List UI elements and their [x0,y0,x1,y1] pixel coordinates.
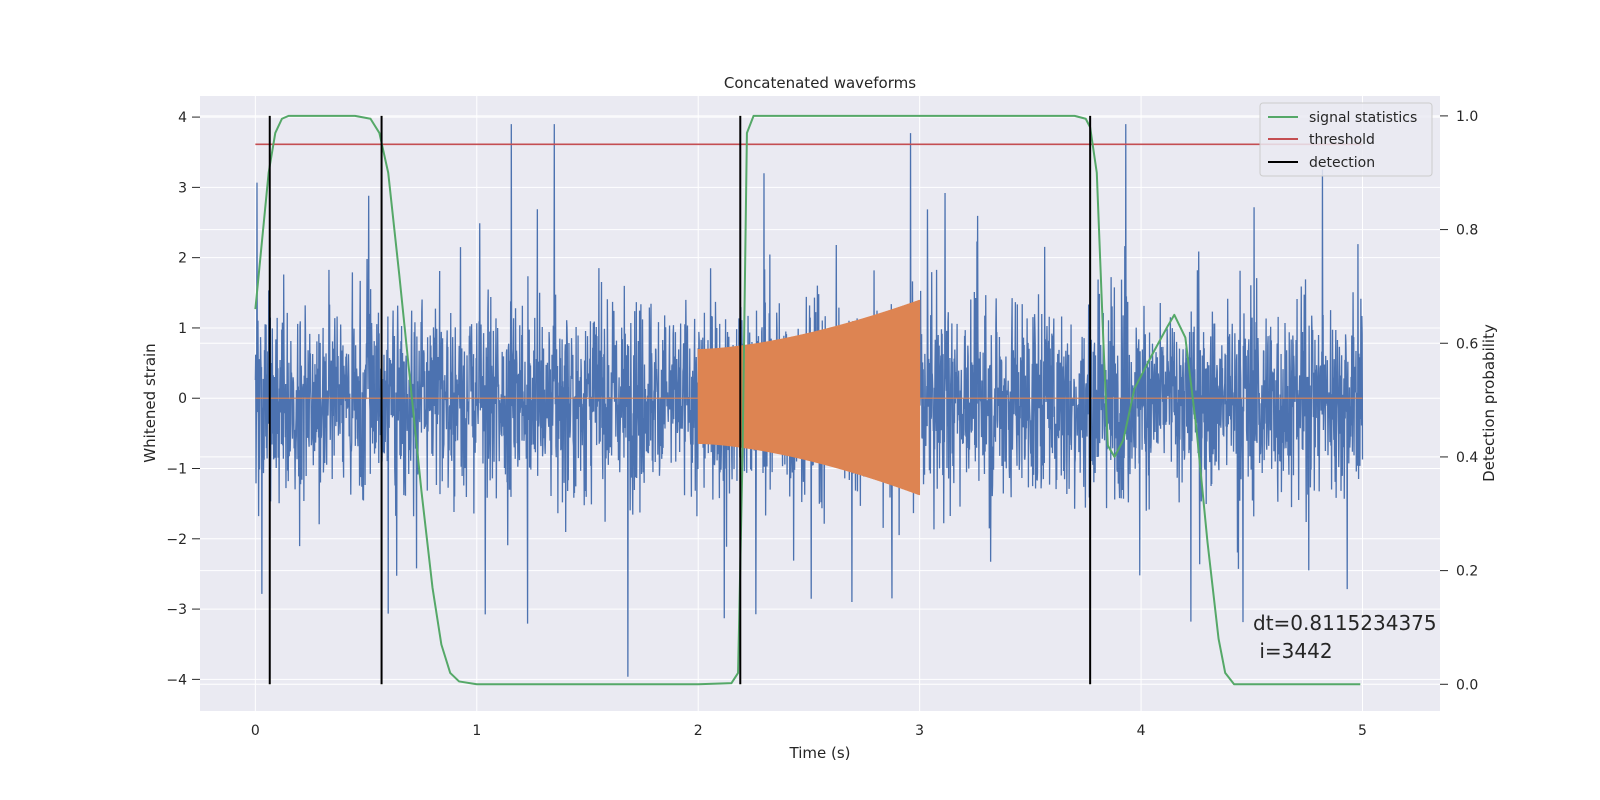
y-tick-label: 2 [178,251,187,267]
y-axis-left-ticks: −4 −3 −2 −1 0 1 2 3 4 [166,110,200,688]
y-axis-left-title: Whitened strain [141,343,159,462]
x-tick-label: 5 [1358,723,1367,739]
y-axis-right-title: Detection probability [1480,324,1498,482]
y-right-tick-label: 0.0 [1456,677,1478,693]
y-tick-label: −2 [166,532,187,548]
x-tick-label: 2 [694,723,703,739]
y-tick-label: −3 [166,602,187,618]
y-tick-label: 4 [178,110,187,126]
x-tick-label: 0 [251,723,260,739]
series-layer [254,114,1364,686]
legend-label-signal-statistics: signal statistics [1309,110,1417,126]
y-right-tick-label: 0.4 [1456,450,1478,466]
y-tick-label: −4 [166,672,187,688]
y-right-tick-label: 1.0 [1456,109,1478,125]
y-right-tick-label: 0.8 [1456,223,1478,239]
y-tick-label: 1 [178,321,187,337]
y-tick-label: 3 [178,180,187,196]
legend: signal statistics threshold detection [1259,102,1433,177]
y-right-tick-label: 0.2 [1456,564,1478,580]
x-tick-label: 3 [915,723,924,739]
legend-box [1259,102,1433,177]
signal-statistics-line [254,114,1361,686]
x-axis-ticks: 0 1 2 3 4 5 [251,723,1367,739]
legend-label-threshold: threshold [1309,132,1375,148]
annotation-i: i=3442 [1253,639,1333,663]
chart-title: Concatenated waveforms [724,74,916,92]
y-tick-label: 0 [178,391,187,407]
legend-label-detection: detection [1309,155,1375,171]
annotation-dt: dt=0.8115234375 [1253,611,1437,635]
y-tick-label: −1 [166,462,187,478]
template-series [255,299,1363,496]
y-right-tick-label: 0.6 [1456,336,1478,352]
x-axis-title: Time (s) [789,744,851,762]
x-tick-label: 1 [472,723,481,739]
x-tick-label: 4 [1137,723,1146,739]
y-axis-right-ticks: 0.0 0.2 0.4 0.6 0.8 1.0 [1440,109,1478,693]
